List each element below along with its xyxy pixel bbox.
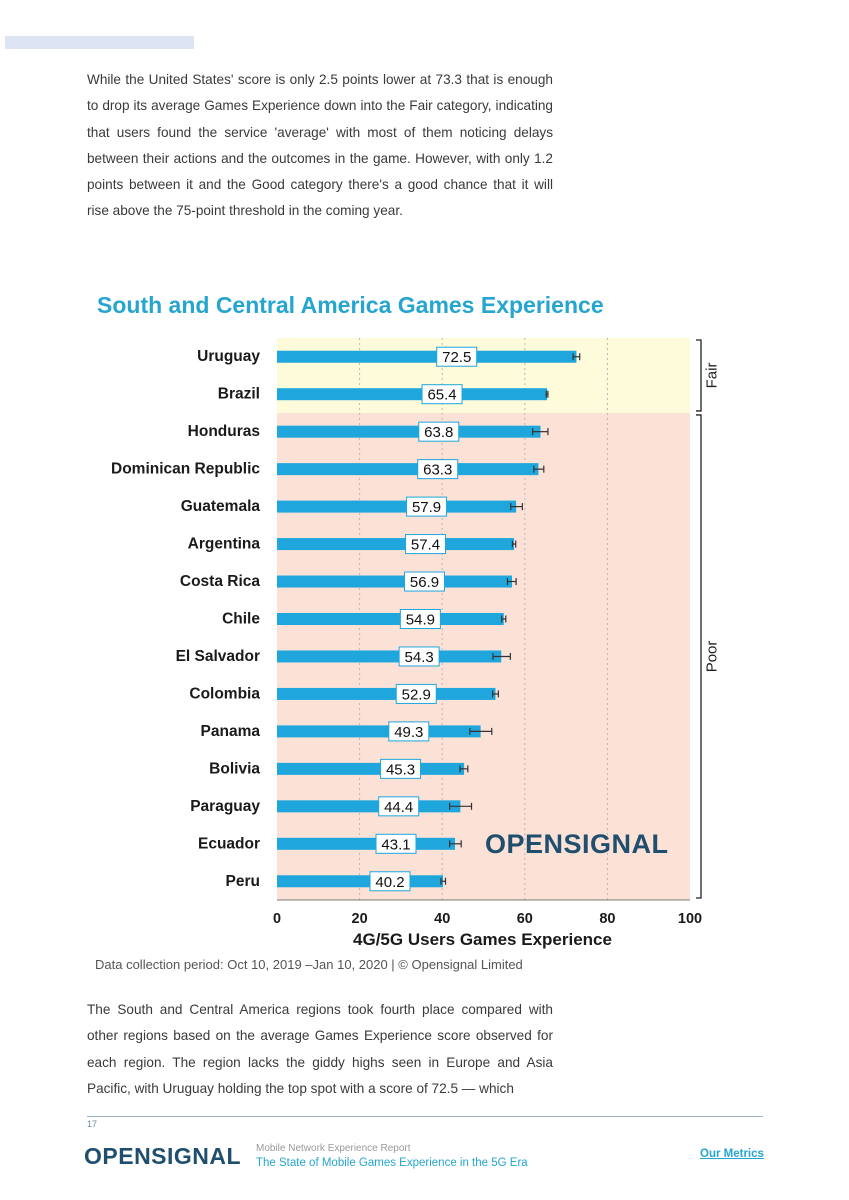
data-label-box <box>388 721 430 742</box>
footer-divider <box>87 1116 763 1117</box>
band-bracket-poor <box>696 414 702 899</box>
category-label: Honduras <box>188 423 260 440</box>
bar <box>277 837 456 850</box>
closing-paragraph: The South and Central America regions to… <box>87 1002 553 1096</box>
band-bracket-fair <box>696 339 702 412</box>
data-label-box <box>398 646 440 667</box>
data-label-box <box>369 871 411 892</box>
band-fair <box>277 338 690 413</box>
data-label: 54.3 <box>405 649 434 666</box>
category-label: Colombia <box>189 685 260 702</box>
data-label: 57.9 <box>412 499 441 516</box>
data-label-box <box>378 796 420 817</box>
data-label: 56.9 <box>410 574 439 591</box>
category-label: El Salvador <box>176 648 260 665</box>
bar <box>277 388 548 401</box>
category-label: Guatemala <box>181 498 261 515</box>
x-tick-label: 60 <box>517 911 533 927</box>
page-number: 17 <box>87 1119 98 1129</box>
category-label: Peru <box>226 873 260 890</box>
data-label: 49.3 <box>394 724 423 741</box>
bar <box>277 500 517 513</box>
data-collection-caption: Data collection period: Oct 10, 2019 –Ja… <box>95 957 523 972</box>
data-label-box <box>418 421 460 442</box>
data-label: 44.4 <box>384 799 413 816</box>
data-label-box <box>421 384 463 405</box>
data-label: 52.9 <box>402 686 431 703</box>
bar <box>277 463 539 476</box>
category-label: Paraguay <box>190 798 260 815</box>
data-label-box <box>406 496 448 517</box>
category-label: Costa Rica <box>180 573 260 590</box>
category-label: Chile <box>222 611 260 628</box>
footer-report-subtitle: The State of Mobile Games Experience in … <box>256 1157 528 1169</box>
data-label: 63.3 <box>423 462 452 479</box>
data-label-box <box>436 346 478 367</box>
bar <box>277 650 502 663</box>
chart-title: South and Central America Games Experien… <box>97 292 604 318</box>
x-tick-label: 80 <box>599 911 615 927</box>
category-label: Dominican Republic <box>111 461 260 478</box>
our-metrics-link[interactable]: Our Metrics <box>700 1148 764 1160</box>
x-tick-label: 40 <box>434 911 450 927</box>
data-label-box <box>380 758 422 779</box>
data-label: 45.3 <box>386 761 415 778</box>
opensignal-watermark: OPENSIGNAL <box>485 829 669 859</box>
category-label: Ecuador <box>198 835 260 852</box>
bar <box>277 613 504 625</box>
x-axis-title: 4G/5G Users Games Experience <box>353 930 612 949</box>
bar <box>277 538 515 551</box>
intro-paragraph: While the United States' score is only 2… <box>87 72 553 219</box>
header-accent-bar <box>5 36 194 49</box>
data-label: 57.4 <box>411 537 440 554</box>
x-tick-label: 0 <box>273 911 281 927</box>
bar <box>277 575 512 588</box>
data-label-box <box>405 534 447 555</box>
category-label: Uruguay <box>197 348 260 365</box>
bar <box>277 800 461 813</box>
data-label: 54.9 <box>406 612 435 629</box>
bar <box>277 687 496 700</box>
band-label-poor: Poor <box>704 641 721 673</box>
data-label-box <box>375 833 417 854</box>
data-label-box <box>403 571 445 592</box>
band-label-fair: Fair <box>704 363 721 389</box>
data-label: 43.1 <box>381 836 410 853</box>
games-experience-chart: Fair Poor OPENSIGNAL Uruguay 72.5 Brazil 65.4 H… <box>111 338 721 949</box>
category-label: Panama <box>201 723 261 740</box>
bar <box>277 875 444 888</box>
data-label: 72.5 <box>442 349 471 366</box>
data-label-box <box>395 683 437 704</box>
x-tick-label: 100 <box>678 911 702 927</box>
data-label: 65.4 <box>427 387 456 404</box>
data-label: 40.2 <box>375 874 404 891</box>
bar <box>277 762 465 775</box>
x-tick-label: 20 <box>352 911 368 927</box>
data-label: 63.8 <box>424 424 453 441</box>
category-label: Bolivia <box>209 760 260 777</box>
data-label-box <box>399 609 441 629</box>
data-label-box <box>417 459 459 480</box>
category-label: Brazil <box>218 386 260 403</box>
bar <box>277 350 577 363</box>
bar <box>277 725 481 738</box>
category-label: Argentina <box>188 536 261 553</box>
footer-report-name: Mobile Network Experience Report <box>256 1143 411 1154</box>
bar <box>277 425 541 438</box>
footer-logo: OPENSIGNAL <box>84 1143 242 1169</box>
